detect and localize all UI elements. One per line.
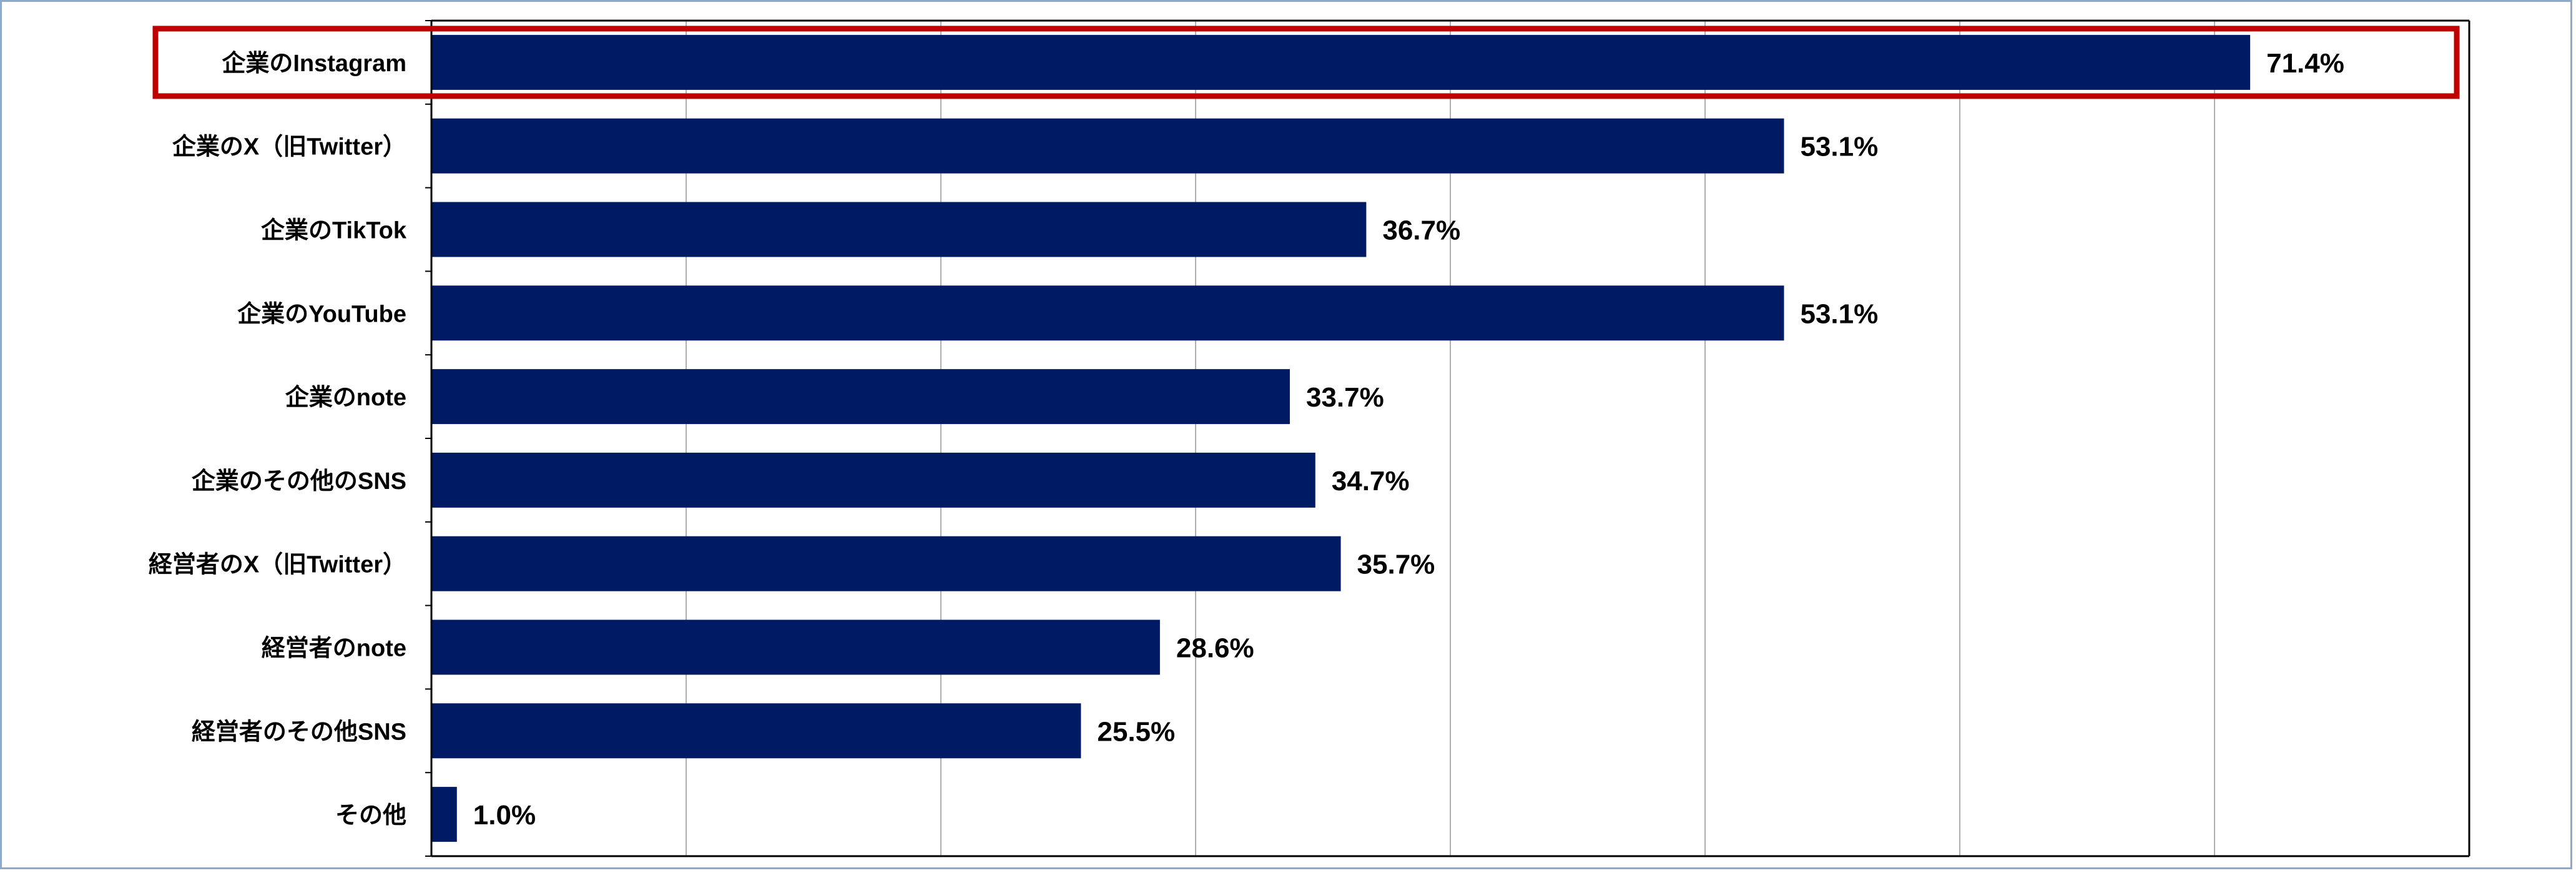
category-label: 経営者のnote xyxy=(262,636,406,662)
category-label: 経営者のX（旧Twitter） xyxy=(149,552,406,578)
data-label: 25.5% xyxy=(1097,716,1175,747)
bar xyxy=(431,202,1367,257)
category-label: 企業のInstagram xyxy=(222,50,406,77)
category-label: 企業のその他のSNS xyxy=(192,468,406,495)
data-label: 35.7% xyxy=(1357,550,1435,580)
data-label: 53.1% xyxy=(1800,132,1878,162)
category-label: 企業のX（旧Twitter） xyxy=(172,134,406,160)
data-label: 33.7% xyxy=(1306,382,1384,413)
bar xyxy=(431,703,1081,759)
data-label: 28.6% xyxy=(1176,633,1254,664)
bar xyxy=(431,536,1341,591)
category-label: 企業のYouTube xyxy=(237,300,406,327)
category-label: 企業のnote xyxy=(285,384,406,411)
highlight-box xyxy=(152,26,2460,99)
data-label: 36.7% xyxy=(1382,215,1460,246)
bar xyxy=(431,118,1784,174)
category-label: その他 xyxy=(335,802,406,829)
bar xyxy=(431,34,2251,90)
data-label: 71.4% xyxy=(2266,48,2344,79)
bar xyxy=(431,369,1290,425)
category-label: 企業のTikTok xyxy=(261,217,407,244)
labels: 企業のInstagram 71.4% 企業のX（旧Twitter） 53.1% 企業のT… xyxy=(149,48,2344,831)
bar xyxy=(431,619,1160,675)
bar xyxy=(431,285,1784,341)
highlight xyxy=(152,26,2460,99)
bar xyxy=(431,452,1315,508)
axes xyxy=(425,19,2470,857)
category-label: 経営者のその他SNS xyxy=(192,719,406,745)
data-label: 34.7% xyxy=(1332,466,1410,496)
data-label: 1.0% xyxy=(473,800,536,831)
bars xyxy=(431,34,2251,842)
data-label: 53.1% xyxy=(1800,298,1878,329)
bar xyxy=(431,787,457,842)
